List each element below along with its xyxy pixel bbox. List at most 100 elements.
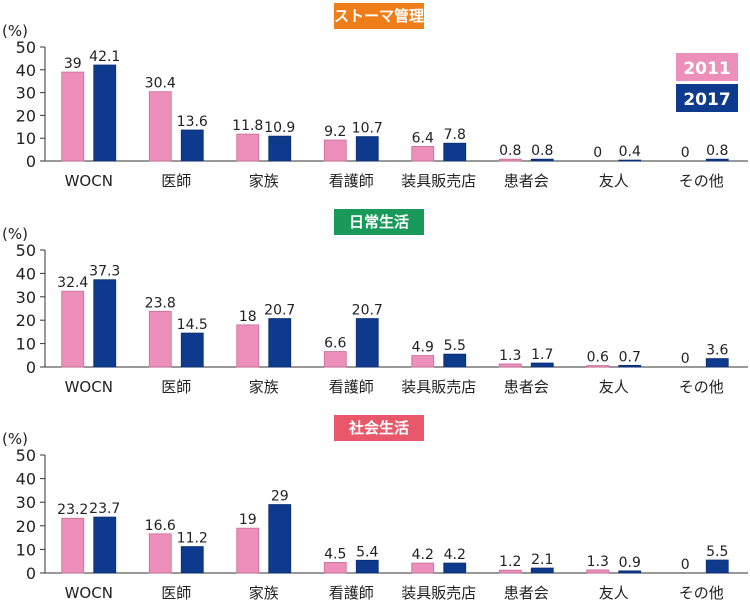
data-label: 0.6 — [587, 350, 609, 366]
bar-series-b — [268, 504, 292, 574]
bar-series-b — [268, 135, 292, 162]
data-label: 0 — [681, 145, 690, 161]
data-label: 19 — [239, 512, 257, 528]
bar-series-b — [355, 136, 379, 162]
y-tick-label: 10 — [16, 129, 36, 148]
bar-series-a — [148, 310, 172, 368]
category-label: WOCN — [65, 172, 113, 190]
bar-series-a — [498, 569, 522, 574]
category-label: 家族 — [249, 378, 279, 396]
bar-series-b — [93, 516, 117, 574]
category-label: 友人 — [599, 584, 629, 600]
category-label: WOCN — [65, 378, 113, 396]
y-tick-label: 30 — [16, 84, 36, 103]
legend-swatch-series-a — [676, 53, 738, 81]
bar-series-a — [498, 158, 522, 162]
data-label: 5.5 — [706, 544, 728, 560]
data-label: 4.5 — [324, 546, 346, 562]
legend-swatch-series-b — [676, 84, 738, 112]
bar-series-a — [411, 355, 435, 368]
bar-series-b — [443, 142, 467, 162]
bar-series-a — [323, 561, 347, 574]
data-label: 4.2 — [444, 547, 466, 563]
panel-title: ストーマ管理 — [334, 7, 424, 25]
category-label: 医師 — [161, 378, 191, 396]
y-tick-label: 0 — [26, 152, 36, 171]
data-label: 0 — [681, 557, 690, 573]
y-tick-label: 20 — [16, 311, 36, 330]
y-tick-label: 0 — [26, 564, 36, 583]
category-label: 友人 — [599, 378, 629, 396]
y-tick-label: 20 — [16, 517, 36, 536]
data-label: 20.7 — [264, 303, 295, 319]
category-label: 看護師 — [329, 172, 374, 190]
y-tick-label: 50 — [16, 241, 36, 260]
data-label: 23.2 — [57, 502, 88, 518]
bar-series-a — [148, 91, 172, 162]
data-label: 11.8 — [232, 118, 263, 134]
category-label: 装具販売店 — [401, 584, 476, 600]
data-label: 1.2 — [499, 554, 521, 570]
category-label: 装具販売店 — [401, 172, 476, 190]
data-label: 20.7 — [352, 303, 383, 319]
bar-series-b — [355, 318, 379, 368]
data-label: 1.3 — [499, 348, 521, 364]
data-label: 2.1 — [531, 552, 553, 568]
bar-series-b — [705, 358, 729, 368]
data-label: 3.6 — [706, 343, 728, 359]
category-label: 家族 — [249, 584, 279, 600]
bar-series-b — [618, 570, 642, 574]
y-tick-label: 10 — [16, 540, 36, 559]
y-tick-label: 0 — [26, 358, 36, 377]
y-tick-label: 40 — [16, 61, 36, 80]
data-label: 10.9 — [264, 120, 295, 136]
data-label: 37.3 — [89, 264, 120, 280]
bar-series-b — [530, 158, 554, 162]
data-label: 7.8 — [444, 127, 466, 143]
category-label: その他 — [679, 378, 724, 396]
data-label: 13.6 — [177, 114, 208, 130]
y-tick-label: 30 — [16, 493, 36, 512]
data-label: 0.4 — [619, 144, 641, 160]
data-label: 10.7 — [352, 121, 383, 137]
data-label: 0.8 — [706, 143, 728, 159]
panel-title: 日常生活 — [349, 213, 409, 231]
y-axis-unit-label: (%) — [2, 430, 28, 448]
bar-series-b — [530, 362, 554, 368]
panel-title: 社会生活 — [348, 419, 409, 437]
bar-series-a — [236, 527, 260, 574]
panel-title-box — [334, 415, 424, 441]
data-label: 4.9 — [412, 340, 434, 356]
bar-series-a — [61, 517, 85, 574]
category-label: その他 — [679, 584, 724, 600]
y-tick-label: 20 — [16, 106, 36, 125]
data-label: 32.4 — [57, 275, 88, 291]
bar-series-a — [236, 324, 260, 368]
data-label: 42.1 — [89, 49, 120, 65]
bar-series-b — [268, 318, 292, 368]
category-label: 医師 — [161, 172, 191, 190]
category-label: 患者会 — [504, 584, 549, 600]
data-label: 0 — [593, 145, 602, 161]
y-tick-label: 40 — [16, 264, 36, 283]
bar-series-b — [618, 159, 642, 162]
bar-series-a — [586, 365, 610, 368]
data-label: 29 — [271, 489, 289, 505]
panel-title-box — [334, 209, 424, 235]
data-label: 0.7 — [619, 349, 641, 365]
category-label: 家族 — [249, 172, 279, 190]
category-label: 看護師 — [329, 584, 374, 600]
category-label: 患者会 — [504, 378, 549, 396]
category-label: 医師 — [161, 584, 191, 600]
bar-series-b — [530, 567, 554, 574]
y-tick-label: 30 — [16, 288, 36, 307]
y-axis-unit-label: (%) — [2, 225, 28, 243]
bar-series-a — [411, 146, 435, 162]
data-label: 1.7 — [531, 347, 553, 363]
data-label: 0.9 — [619, 555, 641, 571]
data-label: 11.2 — [177, 531, 208, 547]
y-tick-label: 10 — [16, 335, 36, 354]
data-label: 6.6 — [324, 336, 346, 352]
category-label: 患者会 — [504, 172, 549, 190]
